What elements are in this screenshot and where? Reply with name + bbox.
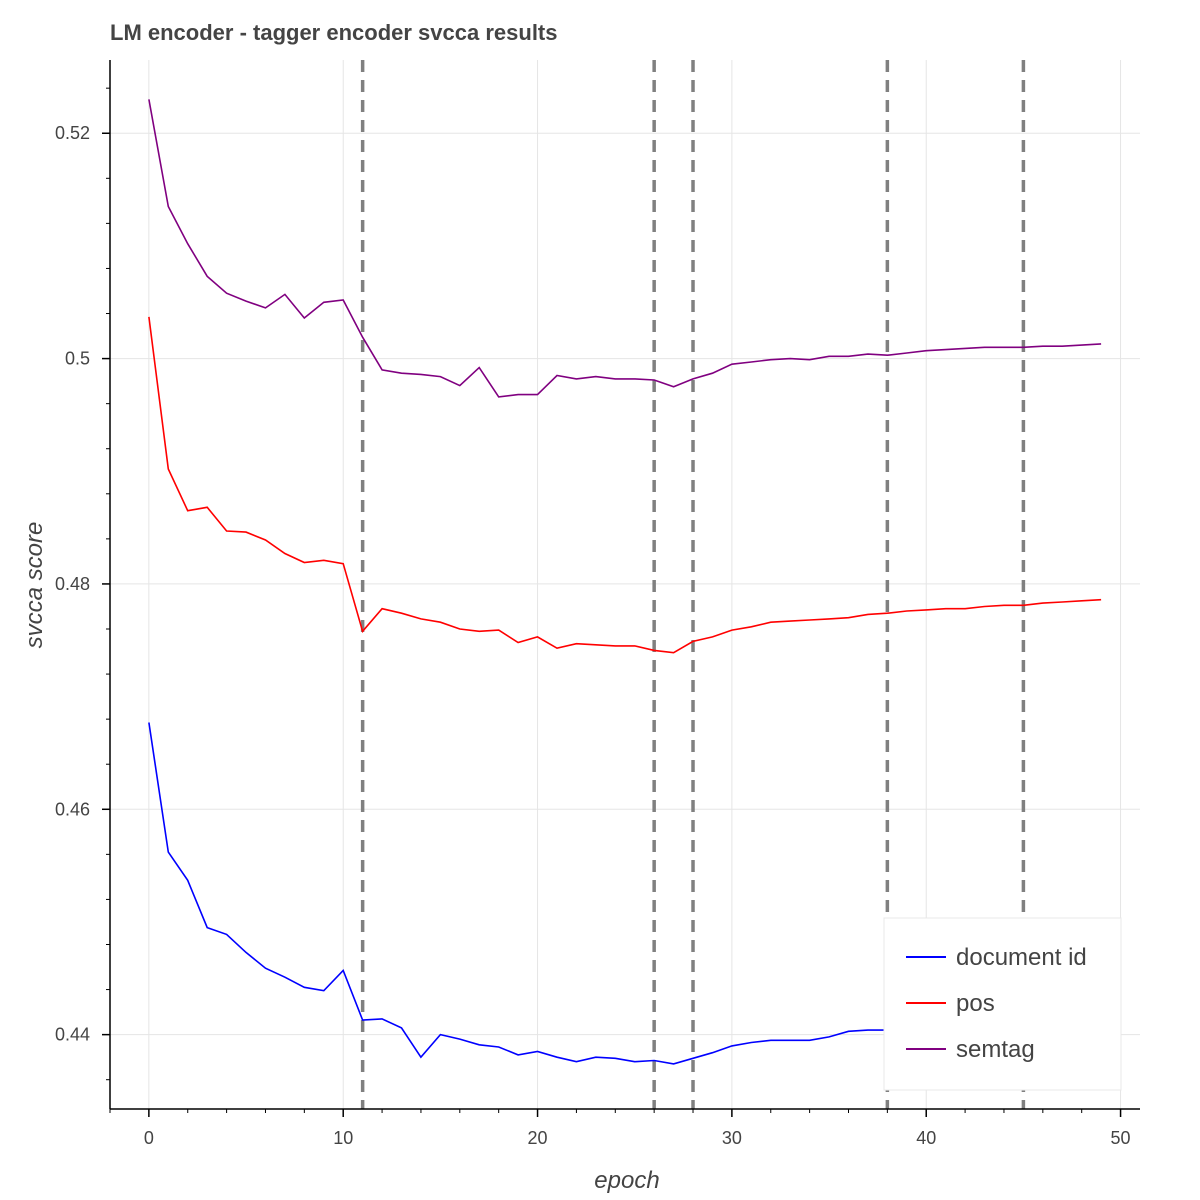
y-tick-label: 0.44	[55, 1025, 90, 1045]
x-axis-ticks: 0 10 20 30 40 50	[109, 1109, 1131, 1148]
y-tick-label: 0.46	[55, 799, 90, 819]
x-tick-label: 0	[144, 1128, 154, 1148]
legend-label: document id	[956, 944, 1087, 971]
y-axis-ticks: 0.44 0.46 0.48 0.5 0.52	[55, 87, 110, 1081]
y-tick-label: 0.5	[65, 349, 90, 369]
grid	[110, 60, 1140, 1109]
series-line-semtag	[148, 99, 1102, 398]
chart-title: LM encoder - tagger encoder svcca result…	[110, 20, 558, 45]
legend: document id pos semtag	[883, 917, 1122, 1091]
legend-label: pos	[956, 990, 995, 1017]
x-tick-label: 20	[528, 1128, 548, 1148]
y-tick-label: 0.48	[55, 574, 90, 594]
x-tick-label: 40	[916, 1128, 936, 1148]
x-tick-label: 30	[722, 1128, 742, 1148]
legend-label: semtag	[956, 1036, 1035, 1063]
vertical-marker-lines	[360, 60, 1026, 1109]
series-line-pos	[148, 316, 1102, 654]
y-axis-label: svcca score	[21, 522, 48, 649]
x-tick-label: 10	[333, 1128, 353, 1148]
x-axis-label: epoch	[594, 1167, 659, 1194]
x-tick-label: 50	[1111, 1128, 1131, 1148]
y-tick-label: 0.52	[55, 123, 90, 143]
